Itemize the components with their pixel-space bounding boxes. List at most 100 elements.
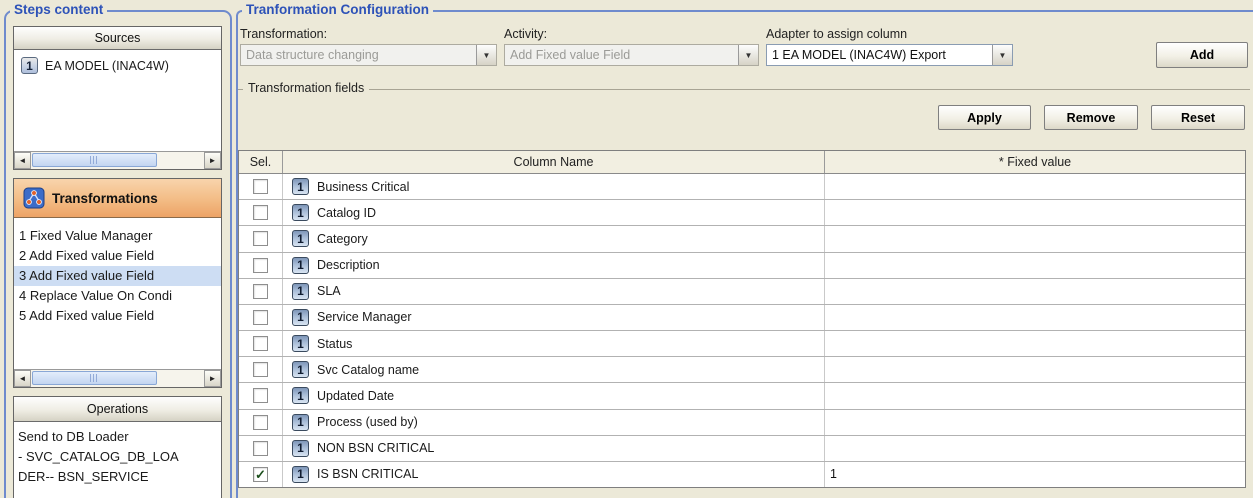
transformation-step-item[interactable]: 3 Add Fixed value Field (14, 266, 221, 286)
row-checkbox[interactable] (253, 283, 268, 299)
sel-cell (239, 409, 283, 435)
column-name-text: Svc Catalog name (317, 362, 420, 377)
transformations-hscrollbar: ◄ ► (14, 369, 221, 387)
fixed-value-cell[interactable] (825, 305, 1245, 330)
row-checkbox[interactable]: ✓ (253, 466, 268, 482)
config-panel-title: Tranformation Configuration (242, 2, 433, 18)
transformations-box: Transformations 1 Fixed Value Manager 2 A… (13, 178, 222, 388)
sources-scroll-track[interactable] (31, 152, 204, 169)
column-name-text: Service Manager (317, 310, 412, 325)
fixed-value-cell[interactable] (825, 174, 1245, 199)
chevron-down-icon[interactable]: ▼ (992, 45, 1012, 65)
operations-text: Send to DB Loader - SVC_CATALOG_DB_LOA DER… (14, 422, 221, 487)
row-badge-icon: 1 (292, 230, 309, 248)
column-name-text: Description (317, 258, 380, 273)
table-row: 1 NON BSN CRITICAL (239, 435, 1245, 462)
column-name-text: Status (317, 336, 353, 351)
transformations-list: 1 Fixed Value Manager 2 Add Fixed value F… (14, 218, 221, 369)
table-row: 1 Description (239, 252, 1245, 279)
scroll-right-icon[interactable]: ► (204, 370, 221, 387)
header-sel[interactable]: Sel. (239, 151, 283, 173)
sources-scroll-thumb[interactable] (32, 153, 157, 167)
fixed-value-cell[interactable] (825, 253, 1245, 278)
operation-line: - SVC_CATALOG_DB_LOA (18, 449, 179, 464)
header-fixed-value[interactable]: * Fixed value (998, 155, 1072, 169)
table-row: 1 Svc Catalog name (239, 357, 1245, 384)
column-name-text: Category (317, 231, 368, 246)
add-button[interactable]: Add (1156, 42, 1248, 68)
transformations-header-label: Transformations (52, 190, 158, 206)
transformation-step-item[interactable]: 1 Fixed Value Manager (19, 228, 153, 243)
adapter-label: Adapter to assign column (766, 27, 908, 41)
transformations-scroll-thumb[interactable] (32, 371, 157, 385)
row-checkbox[interactable] (253, 309, 268, 325)
operations-header[interactable]: Operations (14, 397, 221, 422)
row-checkbox[interactable] (253, 205, 268, 221)
adapter-select[interactable]: 1 EA MODEL (INAC4W) Export ▼ (766, 44, 1013, 66)
chevron-down-icon[interactable]: ▼ (476, 45, 496, 65)
reset-button[interactable]: Reset (1151, 105, 1245, 130)
row-checkbox[interactable] (253, 388, 268, 404)
table-row: 1 Status (239, 331, 1245, 358)
scroll-right-icon[interactable]: ► (204, 152, 221, 169)
row-checkbox[interactable] (253, 440, 268, 456)
header-column-name[interactable]: Column Name (283, 151, 825, 173)
activity-label: Activity: (504, 27, 548, 41)
row-badge-icon: 1 (292, 204, 309, 222)
table-row: 1 Catalog ID (239, 200, 1245, 227)
sources-header[interactable]: Sources (14, 27, 221, 50)
column-name-cell: 1 NON BSN CRITICAL (283, 435, 825, 461)
activity-select[interactable]: Add Fixed value Field ▼ (504, 44, 759, 66)
fixed-value-cell[interactable] (825, 331, 1245, 356)
column-name-cell: 1 Description (283, 252, 825, 278)
table-row: 1 Updated Date (239, 383, 1245, 410)
row-checkbox[interactable] (253, 257, 268, 273)
scroll-left-icon[interactable]: ◄ (14, 370, 31, 387)
apply-button[interactable]: Apply (938, 105, 1031, 130)
transformation-select[interactable]: Data structure changing ▼ (240, 44, 497, 66)
sel-cell: ✓ (239, 461, 283, 488)
fixed-value-cell[interactable] (825, 383, 1245, 408)
row-checkbox[interactable] (253, 336, 268, 352)
sel-cell (239, 226, 283, 252)
column-name-text: NON BSN CRITICAL (317, 441, 435, 456)
row-checkbox[interactable] (253, 231, 268, 247)
transformations-header[interactable]: Transformations (14, 179, 221, 218)
transformation-step-item[interactable]: 4 Replace Value On Condi (19, 288, 172, 303)
fixed-value-text: 1 (830, 467, 837, 482)
fixed-value-cell[interactable] (825, 226, 1245, 251)
transformation-step-item[interactable]: 5 Add Fixed value Field (19, 308, 155, 323)
fixed-value-cell[interactable]: 1 (825, 462, 1245, 487)
fixed-value-cell[interactable] (825, 279, 1245, 304)
column-name-text: IS BSN CRITICAL (317, 467, 419, 482)
transformations-scroll-track[interactable] (31, 370, 204, 387)
fixed-value-cell[interactable] (825, 200, 1245, 225)
config-panel (236, 10, 1253, 498)
source-item-label: EA MODEL (INAC4W) (45, 58, 169, 73)
steps-content-panel (4, 10, 232, 498)
column-name-text: Catalog ID (317, 205, 377, 220)
sel-cell (239, 435, 283, 461)
table-row: 1 SLA (239, 278, 1245, 305)
scroll-left-icon[interactable]: ◄ (14, 152, 31, 169)
fixed-value-cell[interactable] (825, 410, 1245, 435)
transformation-step-item[interactable]: 2 Add Fixed value Field (19, 248, 155, 263)
remove-button[interactable]: Remove (1044, 105, 1138, 130)
row-badge-icon: 1 (292, 282, 309, 300)
sel-cell (239, 357, 283, 383)
chevron-down-icon[interactable]: ▼ (738, 45, 758, 65)
row-checkbox[interactable] (253, 179, 268, 195)
column-name-cell: 1 Updated Date (283, 383, 825, 409)
sel-cell (239, 200, 283, 226)
sel-cell (239, 174, 283, 200)
table-row: 1 Category (239, 226, 1245, 253)
fixed-value-cell[interactable] (825, 436, 1245, 461)
row-checkbox[interactable] (253, 414, 268, 430)
row-badge-icon: 1 (292, 178, 309, 196)
activity-select-value: Add Fixed value Field (510, 48, 631, 62)
fixed-value-cell[interactable] (825, 357, 1245, 382)
sel-cell (239, 278, 283, 304)
column-name-cell: 1 Status (283, 331, 825, 357)
row-checkbox[interactable] (253, 362, 268, 378)
source-item[interactable]: 1 EA MODEL (INAC4W) (14, 50, 221, 74)
